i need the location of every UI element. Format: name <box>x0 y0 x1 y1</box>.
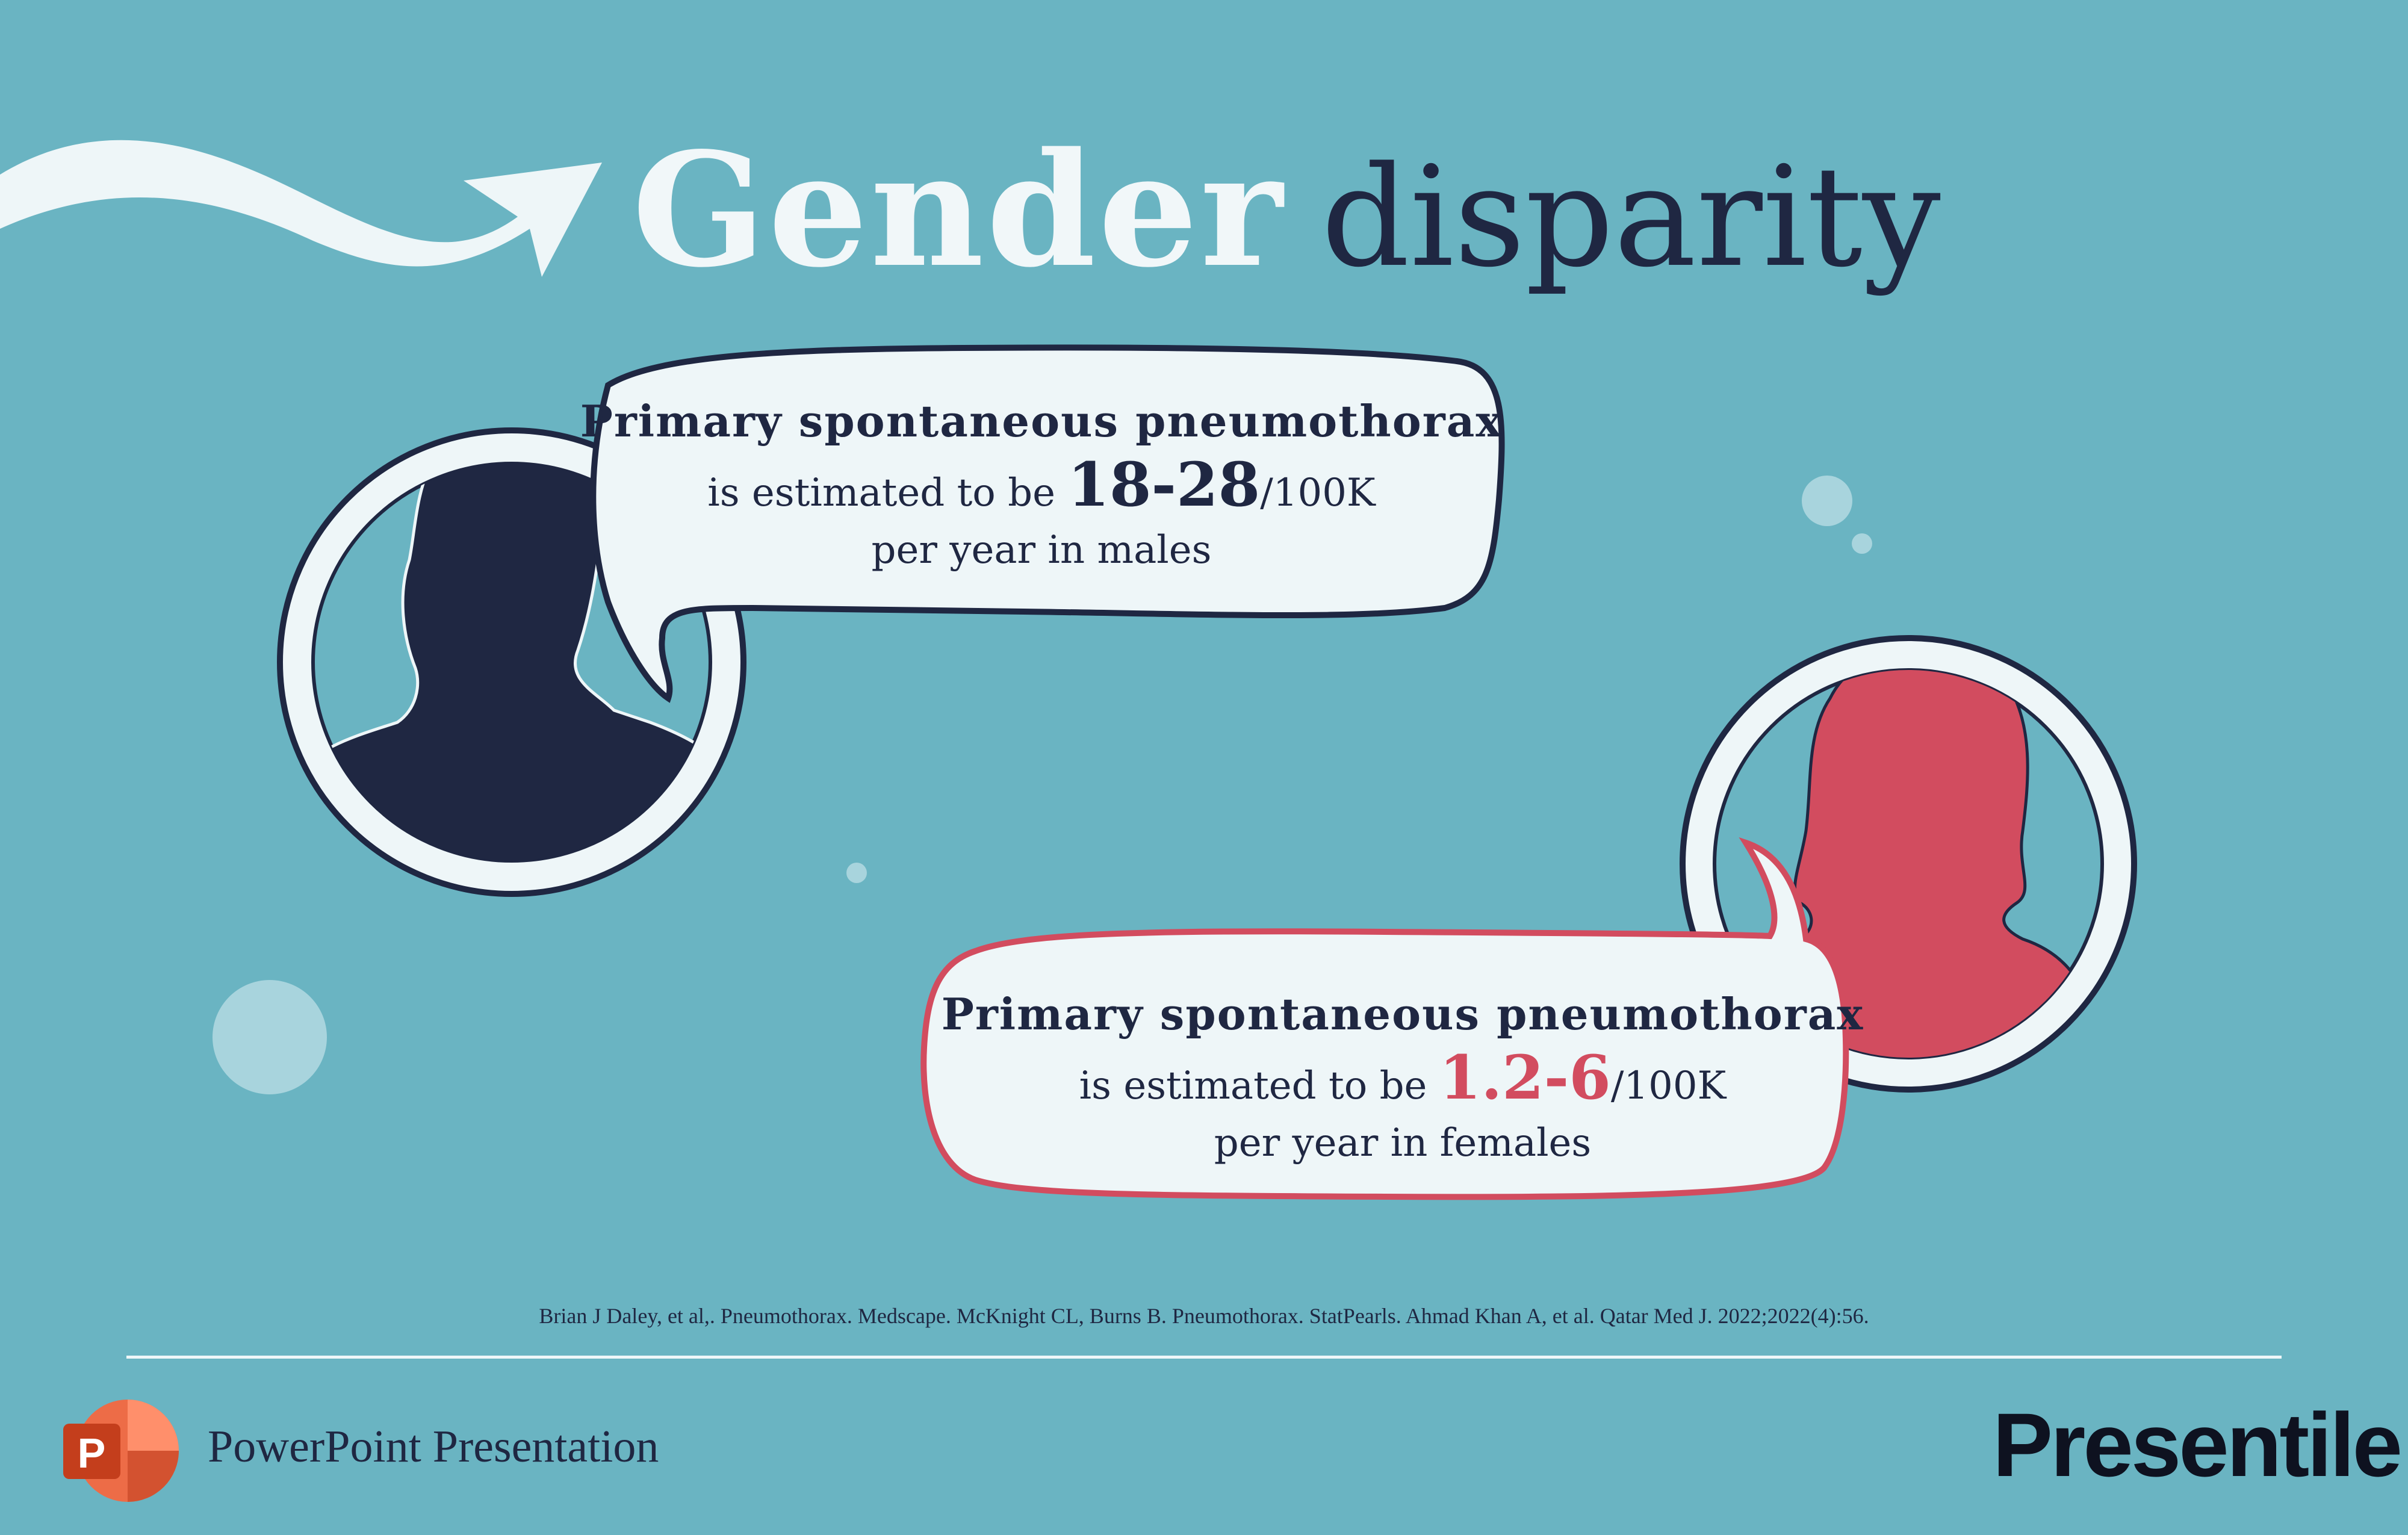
decor-dot <box>1852 533 1872 554</box>
page-title: Gender disparity <box>632 120 1941 301</box>
female-bubble-heading: Primary spontaneous pneumothorax <box>941 988 1864 1040</box>
presentile-logo: Presentile <box>1993 1394 2403 1495</box>
male-rate-prefix: is estimated to be <box>707 471 1068 515</box>
male-bubble-rate: is estimated to be 18-28/100K <box>578 451 1505 526</box>
title-word-disparity: disparity <box>1321 137 1941 298</box>
male-rate-value: 18-28 <box>1067 449 1261 520</box>
footer-divider <box>126 1356 2282 1359</box>
decor-dot <box>846 863 867 883</box>
male-bubble-period: per year in males <box>871 528 1212 572</box>
swoosh-arrow <box>0 140 602 277</box>
male-bubble-heading: Primary spontaneous pneumothorax <box>580 395 1503 447</box>
male-speech-bubble <box>590 344 1505 703</box>
decor-dot <box>1802 476 1852 526</box>
male-silhouette-icon <box>313 464 710 861</box>
decor-dot <box>213 980 327 1094</box>
powerpoint-label: PowerPoint Presentation <box>208 1421 659 1472</box>
female-bubble-text: Primary spontaneous pneumothorax is esti… <box>939 984 1866 1167</box>
references: Brian J Daley, et al,. Pneumothorax. Med… <box>539 1304 1869 1328</box>
female-rate-value: 1.2-6 <box>1439 1042 1611 1113</box>
powerpoint-icon: P <box>63 1400 179 1502</box>
male-bubble-text: Primary spontaneous pneumothorax is esti… <box>578 391 1505 574</box>
female-bubble-period: per year in females <box>1214 1121 1592 1165</box>
title-word-gender: Gender <box>632 119 1285 302</box>
female-speech-bubble <box>920 837 1849 1200</box>
female-rate-unit: /100K <box>1610 1064 1727 1108</box>
ppt-icon-letter: P <box>78 1430 106 1477</box>
female-bubble-rate: is estimated to be 1.2-6/100K <box>939 1044 1866 1119</box>
female-rate-prefix: is estimated to be <box>1079 1064 1439 1108</box>
male-rate-unit: /100K <box>1260 471 1376 515</box>
